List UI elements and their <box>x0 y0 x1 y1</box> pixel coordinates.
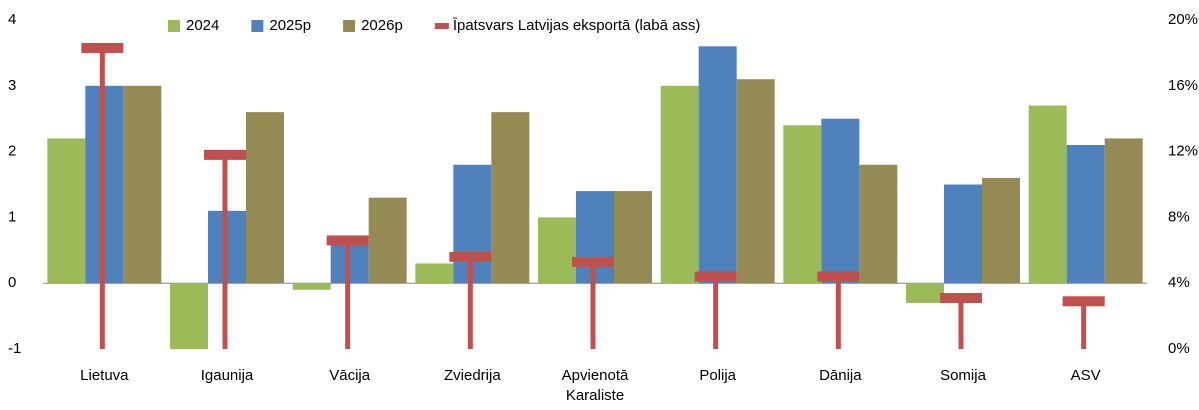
share-cap <box>1062 296 1105 307</box>
y2-tick-label: 0% <box>1168 340 1190 357</box>
bar <box>538 217 576 284</box>
share-marker <box>940 293 982 349</box>
bar <box>1104 138 1143 284</box>
x-tick-label: Dānija <box>819 367 862 384</box>
share-marker <box>204 149 246 349</box>
legend-label: 2026p <box>361 17 403 34</box>
legend-swatch <box>343 20 356 32</box>
bar <box>982 177 1020 284</box>
legend-swatch <box>434 23 449 29</box>
bar <box>246 112 284 284</box>
share-cap <box>81 42 124 53</box>
bar <box>614 191 652 284</box>
bar <box>1028 105 1067 284</box>
y-tick-label: 1 <box>8 208 16 225</box>
x-tick-label: Lietuva <box>80 367 129 384</box>
bar <box>170 283 208 349</box>
x-tick-label: Igaunija <box>200 367 254 384</box>
bar <box>123 85 162 284</box>
bar <box>47 138 86 284</box>
share-marker <box>694 271 737 349</box>
y2-tick-label: 12% <box>1168 143 1198 160</box>
bar <box>859 164 898 284</box>
legend-swatch <box>251 20 264 32</box>
x-tick-label: Polija <box>699 367 736 384</box>
legend-swatch <box>168 20 180 32</box>
bar <box>783 125 822 284</box>
y-tick-label: 2 <box>8 143 16 160</box>
x-tick-label: Somija <box>940 367 986 384</box>
y-tick-label: -1 <box>8 340 21 357</box>
bar <box>491 112 530 284</box>
share-cap <box>326 235 369 246</box>
legend-label: Īpatsvars Latvijas eksportā (labā ass) <box>453 17 701 34</box>
bar <box>292 283 331 290</box>
bar <box>368 197 407 284</box>
y2-tick-label: 4% <box>1168 274 1190 291</box>
bar <box>1066 145 1105 284</box>
y-tick-label: 4 <box>8 11 16 28</box>
share-cap <box>940 293 982 304</box>
bar <box>821 118 860 284</box>
bar <box>415 263 454 284</box>
bar <box>698 46 737 284</box>
share-cap <box>817 271 860 282</box>
x-tick-label: Zviedrija <box>443 367 501 384</box>
x-tick-label: Vācija <box>329 367 371 384</box>
y2-tick-label: 20% <box>1168 11 1198 28</box>
share-cap <box>694 271 737 282</box>
share-marker <box>1062 296 1105 349</box>
bar <box>736 79 775 284</box>
share-cap <box>572 256 614 267</box>
share-marker <box>81 42 124 349</box>
bar <box>944 184 982 284</box>
x-tick-label: ASV <box>1070 367 1101 384</box>
share-cap <box>204 149 246 160</box>
share-marker <box>572 256 614 349</box>
share-marker <box>449 251 492 349</box>
y-tick-label: 3 <box>8 77 16 94</box>
share-marker <box>817 271 860 349</box>
y-tick-label: 0 <box>8 274 16 291</box>
y2-tick-label: 8% <box>1168 208 1190 225</box>
share-cap <box>449 251 492 262</box>
bar <box>906 283 944 303</box>
legend-label: 2025p <box>269 17 311 34</box>
x-tick-label: Apvienotā Karaliste <box>561 367 629 404</box>
bar <box>660 85 699 284</box>
y2-tick-label: 16% <box>1168 77 1198 94</box>
share-marker <box>326 235 369 349</box>
legend-label: 2024 <box>186 17 219 34</box>
